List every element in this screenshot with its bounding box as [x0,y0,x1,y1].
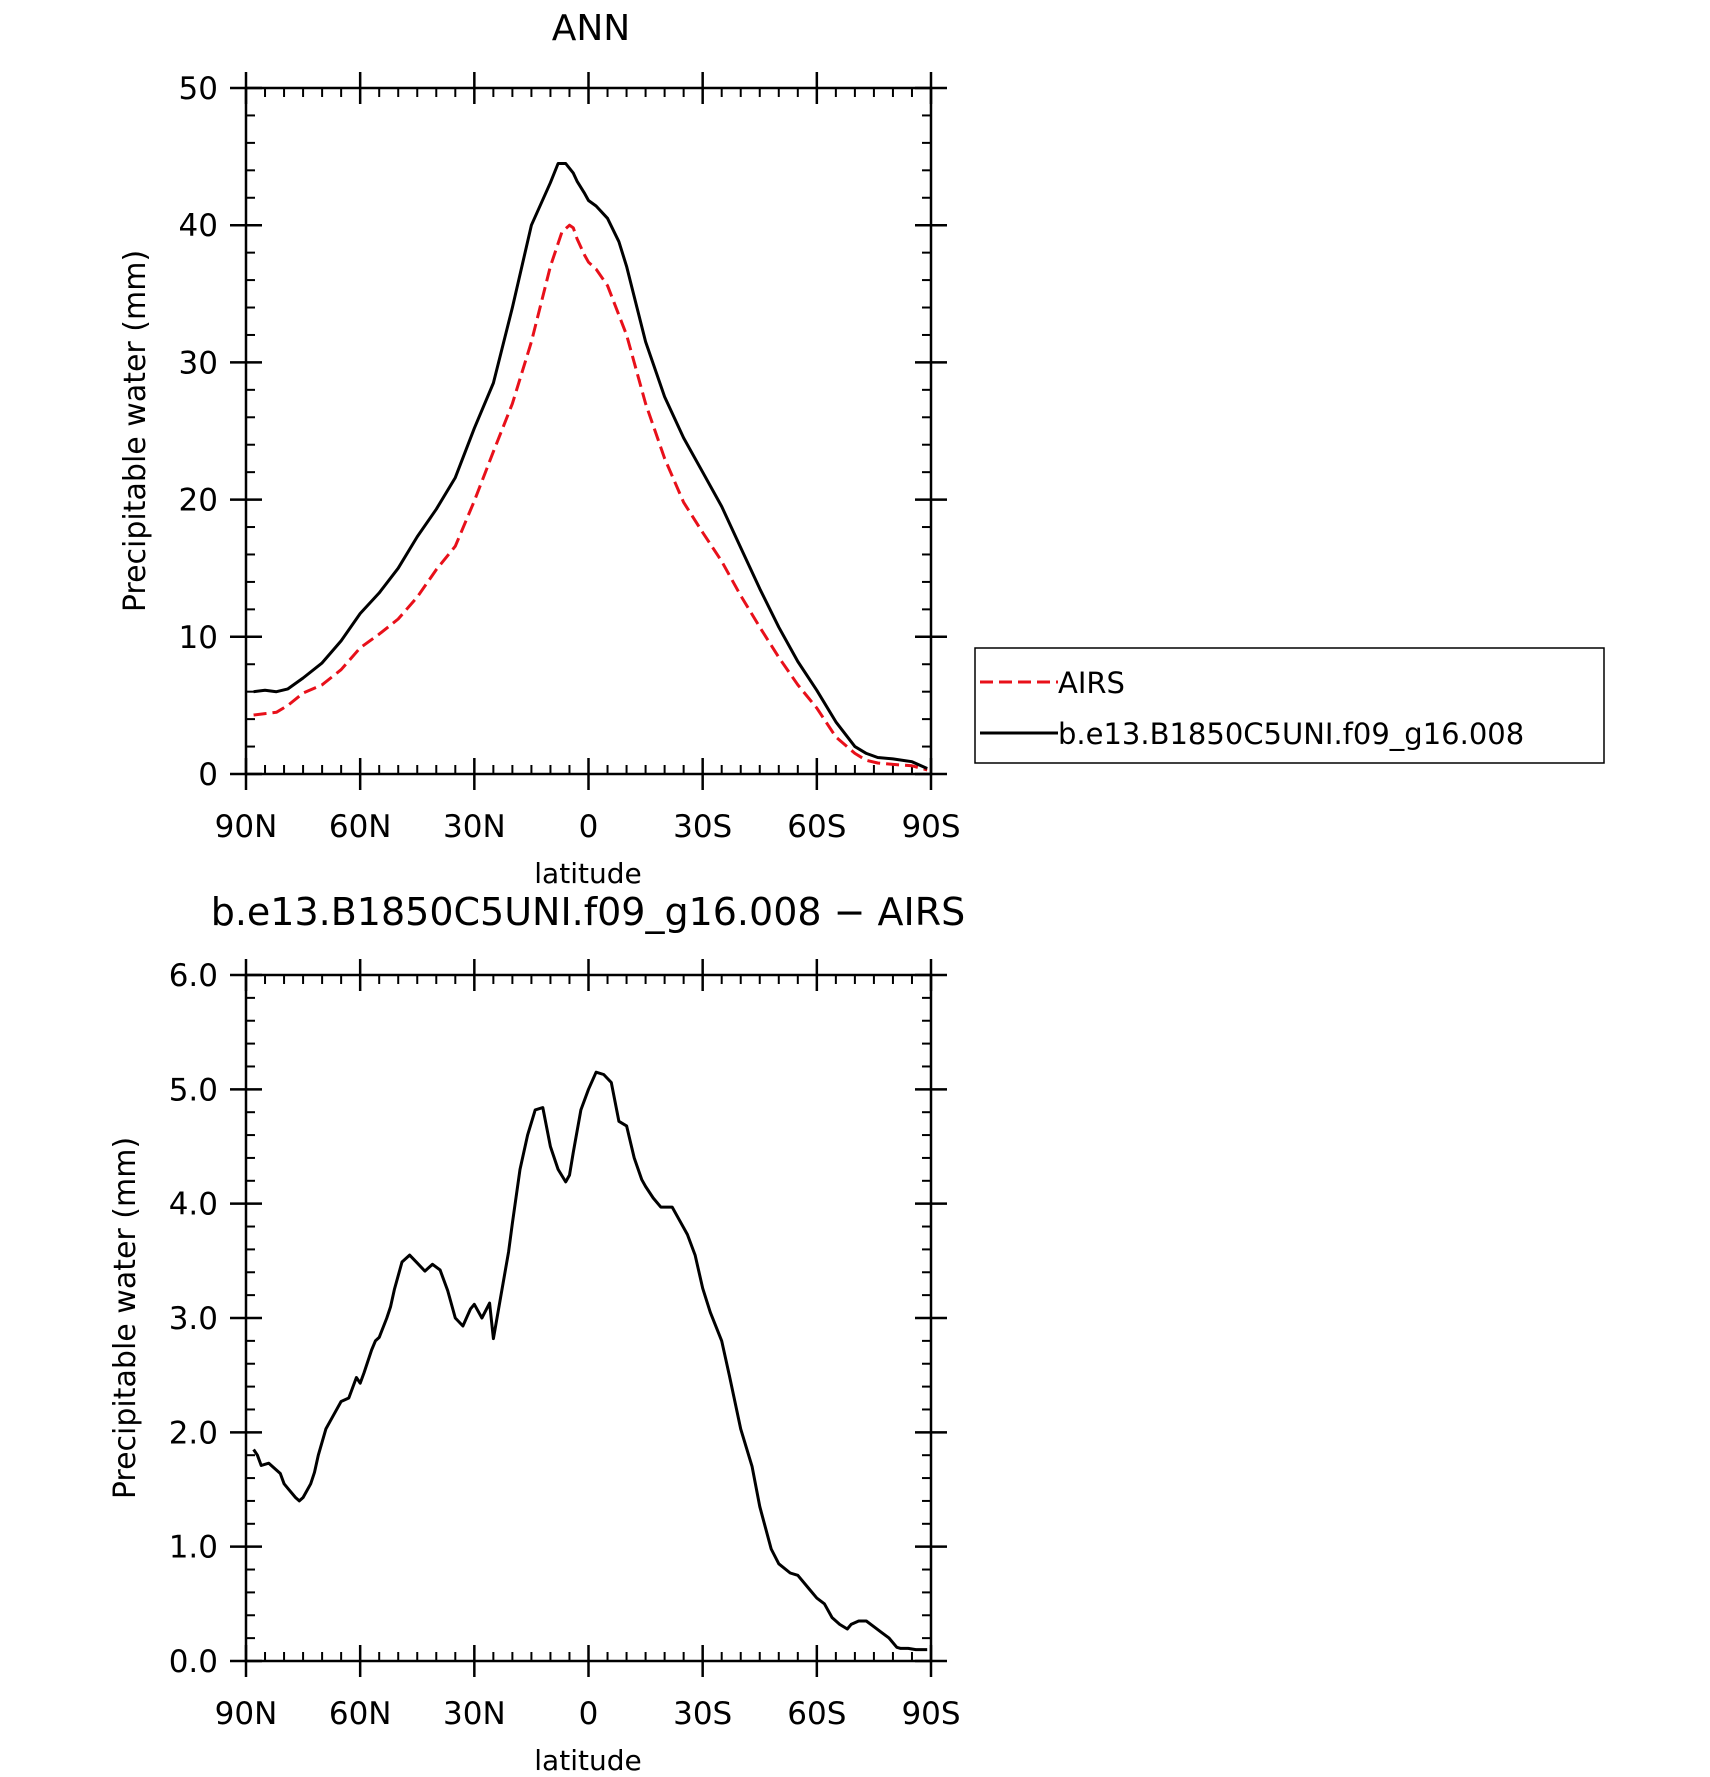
legend-box [974,647,1605,764]
x-tick-label: 60N [329,809,392,845]
y-tick-label: 10 [179,620,218,656]
legend: AIRS b.e13.B1850C5UNI.f09_g16.008 [974,647,1605,764]
x-tick-label: 90N [215,1696,278,1732]
y-tick-label: 3.0 [169,1301,218,1337]
y-axis: 0 10 20 30 40 50 [179,71,947,793]
x-tick-label: 60S [787,1696,846,1732]
legend-label-model: b.e13.B1850C5UNI.f09_g16.008 [1058,717,1524,751]
chart-precipitable-water-annual: ANN 0 10 20 30 40 50 90N 60N 30N 0 30S 60S 90S Prec… [118,8,1605,890]
y-tick-label: 20 [179,483,218,519]
x-tick-label: 90S [901,809,960,845]
x-tick-label: 30N [443,809,506,845]
chart-title: b.e13.B1850C5UNI.f09_g16.008 − AIRS [211,890,966,934]
y-axis-label: Precipitable water (mm) [118,250,153,612]
x-tick-label: 0 [579,809,599,845]
x-tick-label: 90N [215,809,278,845]
x-tick-label: 60N [329,1696,392,1732]
x-axis: 90N 60N 30N 0 30S 60S 90S [215,72,961,845]
y-tick-label: 0.0 [169,1644,218,1680]
series-line-airs [253,223,928,772]
series-lines [253,162,928,772]
chart-title: ANN [552,8,631,49]
plot-frame [244,86,933,776]
series-line-b-e13-b1850c5uni-f09-g16-008 [253,162,928,770]
chart-model-minus-airs: b.e13.B1850C5UNI.f09_g16.008 − AIRS 0.0 1… [108,890,965,1777]
plot-frame [244,973,933,1663]
y-tick-label: 5.0 [169,1072,218,1108]
y-axis-label: Precipitable water (mm) [108,1137,143,1499]
x-axis: 90N 60N 30N 0 30S 60S 90S [215,959,961,1732]
y-axis: 0.0 1.0 2.0 3.0 4.0 5.0 6.0 [169,958,947,1680]
y-tick-label: 6.0 [169,958,218,994]
y-tick-label: 30 [179,345,218,381]
series-line-0 [252,1070,928,1652]
x-tick-label: 60S [787,809,846,845]
x-tick-label: 30S [673,1696,732,1732]
x-tick-label: 90S [901,1696,960,1732]
y-tick-label: 1.0 [169,1530,218,1566]
y-tick-label: 50 [179,71,218,107]
legend-label-airs: AIRS [1058,666,1125,700]
x-tick-label: 0 [579,1696,599,1732]
x-axis-label: latitude [534,857,641,890]
x-tick-label: 30N [443,1696,506,1732]
y-tick-label: 0 [198,757,218,793]
series-lines [252,1070,928,1652]
y-tick-label: 4.0 [169,1187,218,1223]
x-axis-label: latitude [534,1744,641,1777]
y-tick-label: 2.0 [169,1415,218,1451]
x-tick-label: 30S [673,809,732,845]
y-tick-label: 40 [179,208,218,244]
